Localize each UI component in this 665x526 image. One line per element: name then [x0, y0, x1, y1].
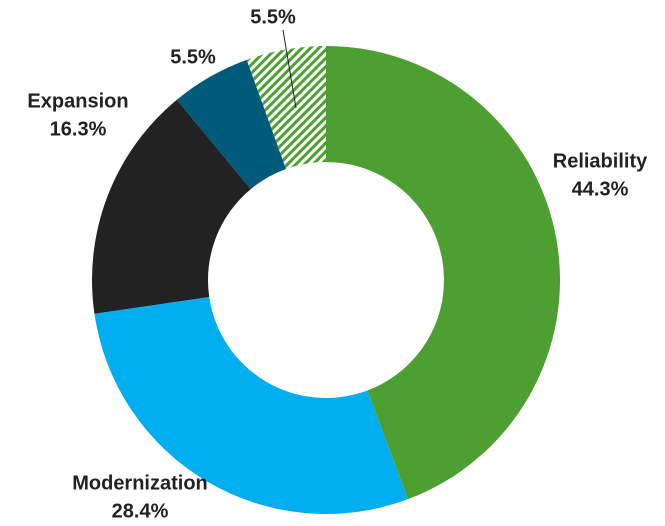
- value-label: 5.5%: [250, 6, 296, 28]
- donut-segment: [176, 59, 287, 190]
- donut-segment: [326, 46, 561, 500]
- donut-segment: [94, 296, 409, 514]
- value-label: 5.5%: [170, 46, 216, 68]
- value-label: 44.3%: [572, 178, 629, 200]
- donut-segment: [92, 99, 251, 314]
- category-label: Expansion: [27, 90, 128, 112]
- leader-line: [282, 29, 297, 109]
- category-label: Reliability: [553, 150, 648, 172]
- value-label: 28.4%: [112, 500, 169, 522]
- category-label: Modernization: [72, 472, 208, 494]
- donut-segment: [246, 46, 326, 169]
- value-label: 16.3%: [50, 118, 107, 140]
